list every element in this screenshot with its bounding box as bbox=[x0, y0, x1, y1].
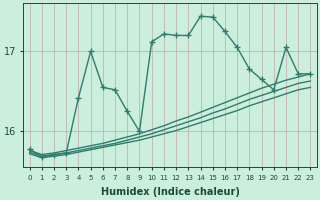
X-axis label: Humidex (Indice chaleur): Humidex (Indice chaleur) bbox=[100, 187, 239, 197]
